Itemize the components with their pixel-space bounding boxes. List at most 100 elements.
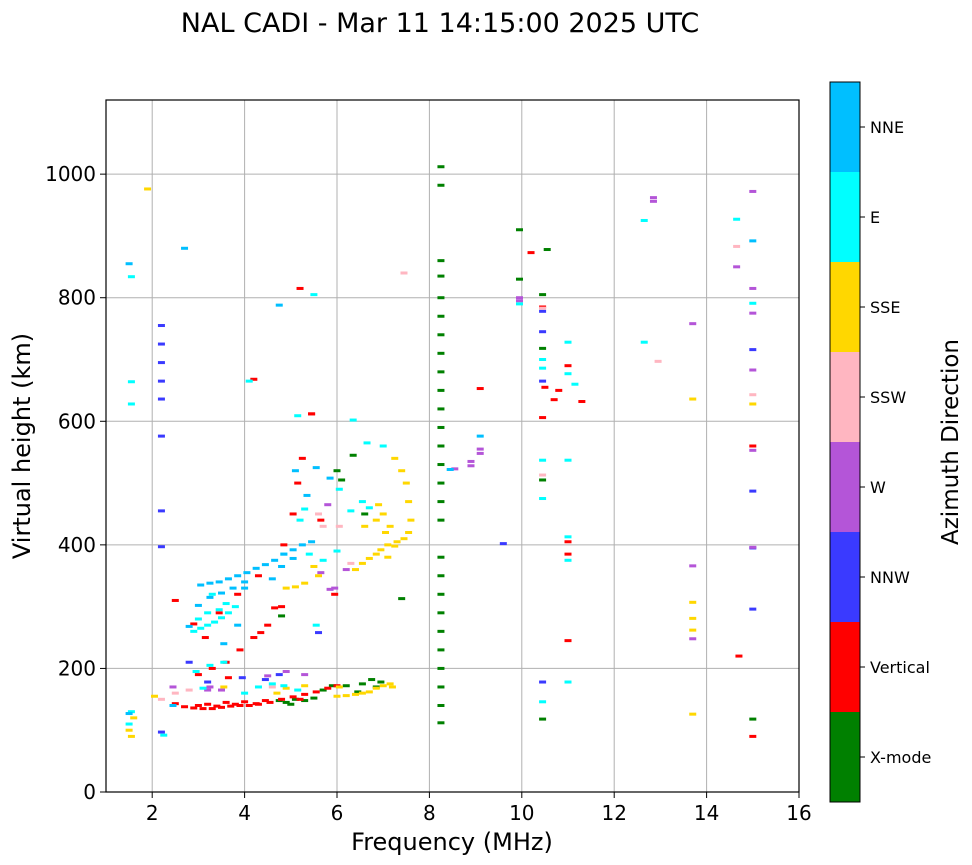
data-point: [393, 540, 401, 544]
data-point: [218, 616, 225, 620]
y-tick-label: 400: [58, 533, 96, 557]
series-e: [125, 217, 757, 737]
data-point: [437, 704, 445, 707]
data-point: [437, 407, 445, 411]
data-point: [515, 277, 523, 281]
data-point: [749, 301, 757, 305]
data-point: [298, 543, 306, 547]
data-point: [308, 540, 316, 544]
data-point: [171, 598, 179, 602]
data-point: [268, 577, 276, 581]
data-point: [238, 676, 246, 680]
data-point: [190, 622, 198, 626]
data-point: [555, 388, 563, 392]
data-point: [215, 608, 223, 612]
data-point: [157, 379, 165, 383]
data-point: [296, 697, 304, 701]
data-point: [236, 648, 244, 652]
data-point: [289, 695, 297, 699]
data-point: [301, 699, 309, 703]
colorbar-segment: [830, 712, 860, 802]
data-point: [315, 512, 323, 516]
data-point: [342, 568, 350, 572]
data-point: [749, 368, 757, 372]
data-point: [294, 414, 302, 418]
data-point: [476, 451, 484, 455]
data-point: [224, 676, 232, 680]
data-point: [515, 299, 523, 303]
data-point: [640, 218, 648, 222]
data-point: [125, 262, 133, 266]
data-point: [335, 685, 343, 689]
data-point: [539, 309, 547, 313]
data-point: [280, 552, 288, 556]
data-point: [375, 503, 383, 507]
colorbar-tick-label: W: [870, 478, 886, 497]
data-point: [358, 682, 366, 686]
data-point: [206, 595, 214, 599]
data-point: [564, 540, 572, 544]
data-point: [254, 574, 262, 578]
data-point: [204, 680, 212, 684]
data-point: [541, 385, 549, 389]
data-point: [564, 458, 572, 462]
data-point: [261, 563, 269, 567]
data-point: [160, 733, 168, 737]
data-point: [319, 524, 327, 528]
chart-title: NAL CADI - Mar 11 14:15:00 2025 UTC: [181, 8, 699, 39]
data-point: [539, 306, 547, 310]
grid-lines: [106, 100, 800, 793]
data-point: [231, 702, 239, 706]
data-point: [331, 586, 339, 590]
data-point: [437, 314, 445, 318]
data-point: [749, 402, 757, 406]
data-point: [127, 380, 135, 384]
colorbar-segment: [830, 172, 860, 262]
data-point: [197, 626, 205, 630]
data-point: [351, 568, 359, 572]
data-point: [388, 685, 396, 689]
data-point: [310, 564, 318, 568]
data-point: [733, 217, 741, 221]
data-point: [539, 416, 547, 420]
data-point: [245, 379, 253, 383]
data-point: [689, 322, 697, 326]
data-point: [213, 704, 221, 708]
data-point: [227, 704, 235, 708]
data-point: [446, 467, 454, 471]
data-point: [254, 685, 262, 689]
x-tick-label: 16: [786, 801, 811, 825]
data-point: [157, 545, 165, 549]
data-point: [324, 503, 332, 507]
data-point: [358, 500, 366, 504]
data-point: [539, 330, 547, 334]
series-nne: [125, 239, 757, 716]
data-point: [224, 611, 232, 615]
data-point: [280, 543, 288, 547]
data-point: [234, 623, 242, 627]
data-point: [564, 558, 572, 562]
data-point: [331, 592, 339, 596]
data-point: [689, 600, 697, 604]
data-point: [749, 734, 757, 738]
data-point: [208, 666, 216, 670]
colorbar-segment: [830, 442, 860, 532]
data-point: [245, 704, 253, 707]
data-point: [379, 444, 387, 448]
data-point: [218, 688, 225, 692]
data-point: [211, 620, 219, 624]
data-point: [224, 577, 232, 581]
data-point: [328, 684, 336, 688]
data-point: [278, 614, 286, 618]
data-point: [564, 364, 572, 368]
data-point: [130, 716, 138, 720]
data-point: [169, 685, 177, 689]
data-point: [527, 251, 535, 255]
data-point: [564, 680, 572, 684]
data-point: [301, 692, 309, 696]
data-point: [361, 524, 369, 528]
series-ssw: [157, 244, 757, 701]
data-point: [640, 340, 648, 344]
data-point: [539, 293, 547, 297]
colorbar-tick-label: NNE: [870, 118, 904, 137]
